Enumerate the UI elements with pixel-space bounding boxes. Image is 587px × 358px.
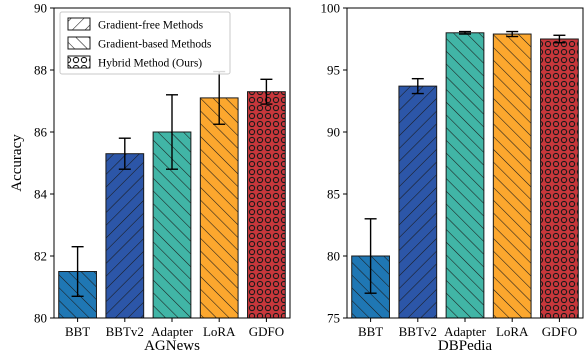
chart-panel-2: BBT BBTv2 Adapter LoRA GDFO 75 80 85 90 95 100 DBPe… xyxy=(321,1,584,354)
legend-box xyxy=(59,11,231,75)
y-tick-label: 100 xyxy=(321,1,341,16)
bar-hatch-lora xyxy=(199,97,239,319)
x-axis-label: DBPedia xyxy=(438,338,493,354)
y-tick-label: 86 xyxy=(34,125,48,140)
x-tick-label: GDFO xyxy=(249,324,284,339)
y-tick-label: 90 xyxy=(327,125,340,140)
error-bar-gdfo xyxy=(260,78,273,105)
legend-entry-label: Gradient-free Methods xyxy=(98,20,204,32)
bar-hatch-gdfo xyxy=(247,91,286,319)
error-bar-gdfo xyxy=(553,34,566,44)
legend-swatch-slash xyxy=(67,17,91,31)
y-tick-label: 80 xyxy=(34,311,47,326)
bar-hatch-lora xyxy=(492,33,532,319)
legend-entry-label: Gradient-based Methods xyxy=(98,39,212,51)
plot-frame xyxy=(53,7,291,319)
x-tick-label: BBT xyxy=(65,324,90,339)
bar-hatch-adapter xyxy=(445,32,485,319)
y-tick-label: 85 xyxy=(327,187,340,202)
error-bar-bbtv2 xyxy=(118,137,131,170)
y-tick-label: 84 xyxy=(34,187,48,202)
x-tick-label: GDFO xyxy=(542,324,577,339)
y-tick-label: 80 xyxy=(327,249,340,264)
legend: Gradient-free Methods Gradient-based Meth… xyxy=(59,11,231,75)
bar-hatch-bbtv2 xyxy=(398,85,438,319)
y-tick-label: 90 xyxy=(34,1,47,16)
error-bar-bbt xyxy=(71,245,84,297)
error-bar-lora xyxy=(506,30,519,38)
legend-swatch-backslash xyxy=(67,36,91,50)
error-bar-bbt xyxy=(364,218,377,294)
legend-swatch-circles xyxy=(67,55,91,69)
y-axis-label: Accuracy xyxy=(9,134,25,192)
x-tick-label: LoRA xyxy=(496,324,529,339)
bar-hatch-bbtv2 xyxy=(105,153,145,319)
x-tick-label: BBTv2 xyxy=(399,324,437,339)
legend-entry-label: Hybrid Method (Ours) xyxy=(98,58,202,70)
x-tick-label: LoRA xyxy=(203,324,236,339)
x-tick-label: Adapter xyxy=(444,324,487,339)
x-tick-label: BBT xyxy=(358,324,383,339)
error-bar-bbtv2 xyxy=(411,77,424,95)
x-axis-label: AGNews xyxy=(144,338,200,354)
x-tick-label: BBTv2 xyxy=(106,324,144,339)
y-tick-label: 75 xyxy=(327,311,340,326)
bar-hatch-gdfo xyxy=(540,38,579,319)
chart-panel-1: BBT BBTv2 Adapter LoRA GDFO 80 82 84 86 88 90 AGNew… xyxy=(9,1,291,354)
y-tick-label: 82 xyxy=(34,249,47,264)
y-tick-label: 88 xyxy=(34,63,47,78)
plot-frame xyxy=(346,7,584,319)
error-bar-adapter xyxy=(166,94,178,170)
error-bar-adapter xyxy=(459,30,471,35)
x-tick-label: Adapter xyxy=(151,324,194,339)
y-tick-label: 95 xyxy=(327,63,340,78)
